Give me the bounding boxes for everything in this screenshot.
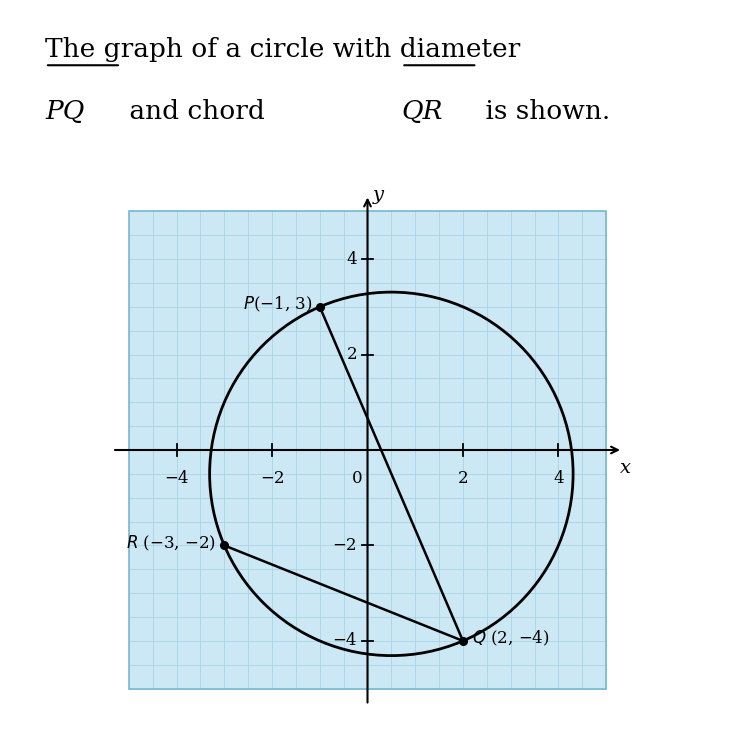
Text: −2: −2 xyxy=(332,537,357,554)
Text: PQ: PQ xyxy=(45,99,84,124)
Text: 0: 0 xyxy=(352,470,362,487)
Text: $\mathbf{\mathit{Q}}$ (2, −4): $\mathbf{\mathit{Q}}$ (2, −4) xyxy=(472,629,549,648)
Text: $\mathbf{\mathit{R}}$ (−3, −2): $\mathbf{\mathit{R}}$ (−3, −2) xyxy=(126,533,216,553)
Text: is shown.: is shown. xyxy=(477,99,610,124)
Text: and chord: and chord xyxy=(121,99,273,124)
Text: 2: 2 xyxy=(458,470,468,487)
Text: x: x xyxy=(620,459,631,477)
Text: 2: 2 xyxy=(346,346,357,363)
Text: 4: 4 xyxy=(346,251,357,268)
Text: −4: −4 xyxy=(332,632,357,650)
Text: 4: 4 xyxy=(553,470,564,487)
Text: −4: −4 xyxy=(164,470,189,487)
Text: $\mathbf{\mathit{P}}$(−1, 3): $\mathbf{\mathit{P}}$(−1, 3) xyxy=(243,295,313,314)
Text: y: y xyxy=(373,186,383,204)
Text: The graph of a circle with diameter: The graph of a circle with diameter xyxy=(45,38,520,62)
Text: −2: −2 xyxy=(260,470,284,487)
Text: QR: QR xyxy=(401,99,443,124)
